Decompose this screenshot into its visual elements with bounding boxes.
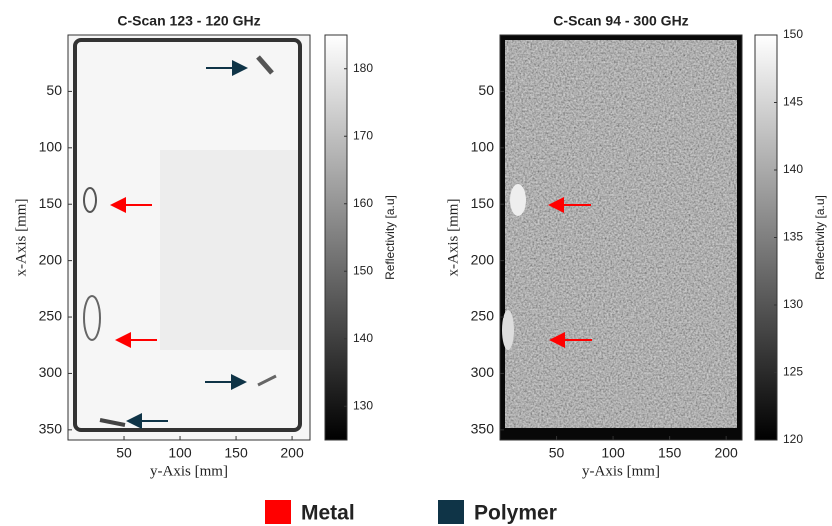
y-tick-label: 250	[39, 308, 63, 324]
colorbar-tick-label: 140	[783, 162, 803, 176]
colorbar-tick-label: 160	[353, 196, 373, 210]
chart-title: C-Scan 123 - 120 GHz	[117, 13, 260, 29]
axes-frame	[67, 34, 311, 441]
annotation-arrows	[110, 60, 592, 429]
y-tick-label: 300	[471, 364, 495, 380]
x-axis-label: y-Axis [mm]	[582, 463, 660, 479]
x-tick-label: 50	[549, 445, 565, 461]
scan-image	[500, 35, 742, 440]
x-tick-label: 150	[224, 445, 248, 461]
legend-swatch	[438, 500, 464, 524]
legend-swatch	[265, 500, 291, 524]
y-tick-label: 150	[39, 195, 63, 211]
y-tick-label: 150	[471, 195, 495, 211]
y-tick-label: 250	[471, 308, 495, 324]
colorbar-tick-label: 180	[353, 61, 373, 75]
y-axis-label: x-Axis [mm]	[13, 199, 29, 277]
x-axis-label: y-Axis [mm]	[150, 463, 228, 479]
colorbar-tick-label: 170	[353, 128, 373, 142]
y-tick-label: 200	[39, 251, 63, 267]
colorbar-tick-label: 130	[353, 398, 373, 412]
x-tick-label: 200	[714, 445, 738, 461]
x-tick-label: 150	[658, 445, 682, 461]
legend-label: Polymer	[474, 502, 557, 525]
y-tick-label: 300	[39, 364, 63, 380]
colorbar	[324, 34, 348, 441]
colorbar-tick-label: 120	[783, 432, 803, 446]
colorbar-tick-label: 140	[353, 331, 373, 345]
colorbar-label: Reflectivity [a.u]	[383, 195, 397, 280]
colorbar-tick-label: 135	[783, 230, 803, 244]
axes-frame	[499, 34, 743, 441]
colorbar-tick-label: 125	[783, 365, 803, 379]
colorbar-tick-label: 130	[783, 297, 803, 311]
colorbar-tick-label: 145	[783, 95, 803, 109]
colorbar-label: Reflectivity [a.u]	[813, 195, 827, 280]
y-tick-label: 350	[39, 421, 63, 437]
y-axis-label: x-Axis [mm]	[445, 199, 461, 277]
y-tick-label: 100	[39, 139, 63, 155]
y-tick-label: 100	[471, 139, 495, 155]
scan-image	[68, 35, 310, 440]
y-tick-label: 350	[471, 421, 495, 437]
y-tick-label: 50	[478, 82, 494, 98]
x-tick-label: 100	[601, 445, 625, 461]
colorbar-tick-label: 150	[353, 263, 373, 277]
x-tick-label: 50	[116, 445, 132, 461]
y-tick-label: 50	[46, 82, 62, 98]
x-tick-label: 100	[168, 445, 192, 461]
legend-label: Metal	[301, 502, 355, 525]
chart-title: C-Scan 94 - 300 GHz	[553, 13, 688, 29]
colorbar-tick-label: 150	[783, 27, 803, 41]
y-tick-label: 200	[471, 251, 495, 267]
x-tick-label: 200	[280, 445, 304, 461]
colorbar	[754, 34, 778, 441]
